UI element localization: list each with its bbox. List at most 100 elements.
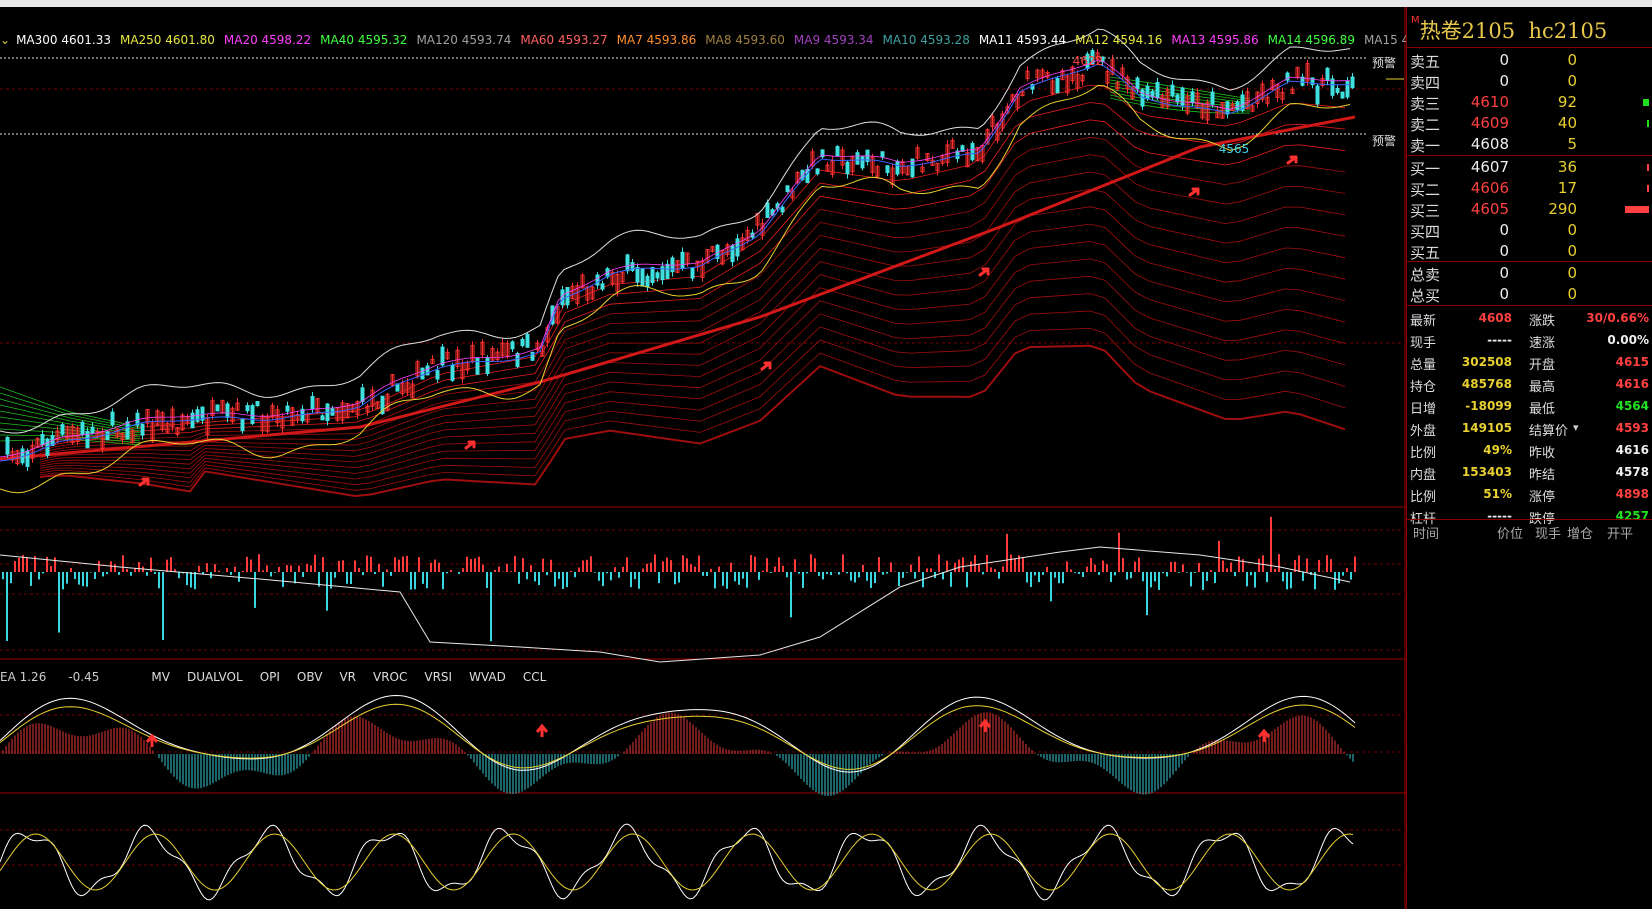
volume-bar [1302, 572, 1304, 581]
panel-divider [1407, 261, 1652, 262]
volume-bar [466, 556, 468, 572]
volume-bar [630, 572, 632, 588]
stat-value: 485768 [1461, 377, 1512, 391]
volume-bar [1090, 557, 1092, 572]
indicator-tab-ccl[interactable]: CCL [522, 670, 547, 684]
indicator-tab-wvad[interactable]: WVAD [469, 670, 506, 684]
quote-panel: M热卷2105 hc2105 卖五 0 0 卖四 0 0 卖三 4610 92 卖二 4609 40 卖… [1406, 7, 1652, 909]
candle-body [365, 405, 370, 413]
candle-body [5, 436, 10, 455]
chevron-down-icon[interactable]: ▾ [1573, 421, 1579, 434]
candle-body [785, 185, 790, 192]
indicator-tab-vr[interactable]: VR [339, 670, 356, 684]
arrow-up-icon [1257, 728, 1271, 742]
candle-body [780, 206, 785, 213]
volume-bar [114, 564, 116, 572]
stat-label: 比例 [1410, 446, 1437, 461]
ma-legend-item: MA11 4593.44 [978, 33, 1067, 47]
stat-value: 30/0.66% [1586, 311, 1649, 325]
volume-bar [1218, 540, 1220, 572]
warn-label-top[interactable]: 预警 [1372, 55, 1396, 70]
candle-body [600, 283, 605, 290]
ask-row[interactable]: 卖二 4609 40 [1407, 113, 1652, 134]
volume-bar [1350, 572, 1352, 580]
candle-body [415, 361, 420, 377]
candle-body [1210, 91, 1215, 105]
ma-dropdown-icon[interactable]: ⌄ [0, 33, 11, 47]
volume-bar [1070, 569, 1072, 572]
volume-bar [906, 572, 908, 573]
candle-body [120, 433, 125, 440]
panel-divider [1407, 305, 1652, 306]
ask-row[interactable]: 卖四 0 0 [1407, 71, 1652, 92]
volume-bar [386, 569, 388, 572]
volume-bar [710, 568, 712, 572]
ob-volume: 290 [1548, 200, 1577, 218]
candle-body [1330, 78, 1335, 96]
volume-bar [974, 555, 976, 572]
volume-bar [10, 572, 12, 584]
volume-bar [894, 571, 896, 572]
volume-bar [266, 565, 268, 572]
volume-bar [726, 572, 728, 589]
bid-row[interactable]: 买四 0 0 [1407, 220, 1652, 241]
candle-body [505, 343, 510, 357]
indicator-tab-opi[interactable]: OPI [259, 670, 280, 684]
candle-body [1325, 67, 1330, 82]
warn-label-bottom[interactable]: 预警 [1372, 133, 1396, 148]
kline-chart-area[interactable]: 4622 4565 预警 预警 ⌄ MA300 4601.33 MA250 4601… [0, 7, 1451, 909]
bid-row[interactable]: 买五 0 0 [1407, 241, 1652, 262]
stat-label: 现手 [1410, 336, 1437, 351]
volume-bar [1210, 570, 1212, 572]
volume-bar [366, 555, 368, 572]
macd-histogram [0, 694, 1356, 796]
ask-row[interactable]: 卖三 4610 92 [1407, 92, 1652, 113]
volume-bar [250, 559, 252, 572]
indicator-tab-mv[interactable]: MV [151, 670, 170, 684]
indicator-tab-vrsi[interactable]: VRSI [424, 670, 453, 684]
volume-bar [474, 558, 476, 572]
volume-bar [1234, 572, 1236, 577]
ob-depth-bar [1643, 99, 1649, 106]
volume-bar [298, 565, 300, 572]
volume-bar [146, 572, 148, 576]
volume-bar [2, 572, 4, 580]
candle-body [1270, 80, 1275, 91]
ask-row[interactable]: 卖五 0 0 [1407, 50, 1652, 71]
candle-body [315, 398, 320, 413]
indicator-tab-obv[interactable]: OBV [296, 670, 323, 684]
candle-body [690, 267, 695, 279]
volume-bar [786, 572, 788, 578]
indicator-tab-vroc[interactable]: VROC [373, 670, 408, 684]
kline-chart-svg[interactable]: 4622 4565 预警 预警 [0, 7, 1406, 909]
bid-row[interactable]: 买二 4606 17 [1407, 178, 1652, 199]
volume-bar [1238, 556, 1240, 572]
candle-body [215, 404, 220, 412]
volume-bar [822, 572, 824, 580]
volume-bar [1262, 555, 1264, 572]
volume-bar [546, 572, 548, 576]
volume-bar [1122, 558, 1124, 572]
candle-body [680, 251, 685, 269]
ask-row[interactable]: 卖一 4608 5 [1407, 134, 1652, 155]
volume-bar [966, 572, 968, 588]
volume-bar [950, 572, 952, 587]
stat-label: 最新 [1410, 314, 1437, 329]
stat-row: 日增 -18099 最低 4564 [1407, 395, 1652, 417]
candle-body [880, 151, 885, 158]
indicator-tab-dualvol[interactable]: DUALVOL [186, 670, 243, 684]
total-row[interactable]: 总卖 0 0 [1407, 263, 1652, 284]
candle-body [925, 153, 930, 161]
candle-body [825, 164, 830, 172]
volume-bar [730, 562, 732, 572]
volume-bar [690, 564, 692, 572]
bid-row[interactable]: 买一 4607 36 [1407, 157, 1652, 178]
total-row[interactable]: 总买 0 0 [1407, 284, 1652, 305]
candle-body [910, 158, 915, 178]
candle-body [70, 425, 75, 443]
bid-row[interactable]: 买三 4605 290 [1407, 199, 1652, 220]
high-price-label: 4622 [1073, 54, 1104, 68]
volume-bar [758, 572, 760, 580]
candle-body [1185, 95, 1190, 114]
low-price-label: 4565 [1219, 142, 1250, 156]
